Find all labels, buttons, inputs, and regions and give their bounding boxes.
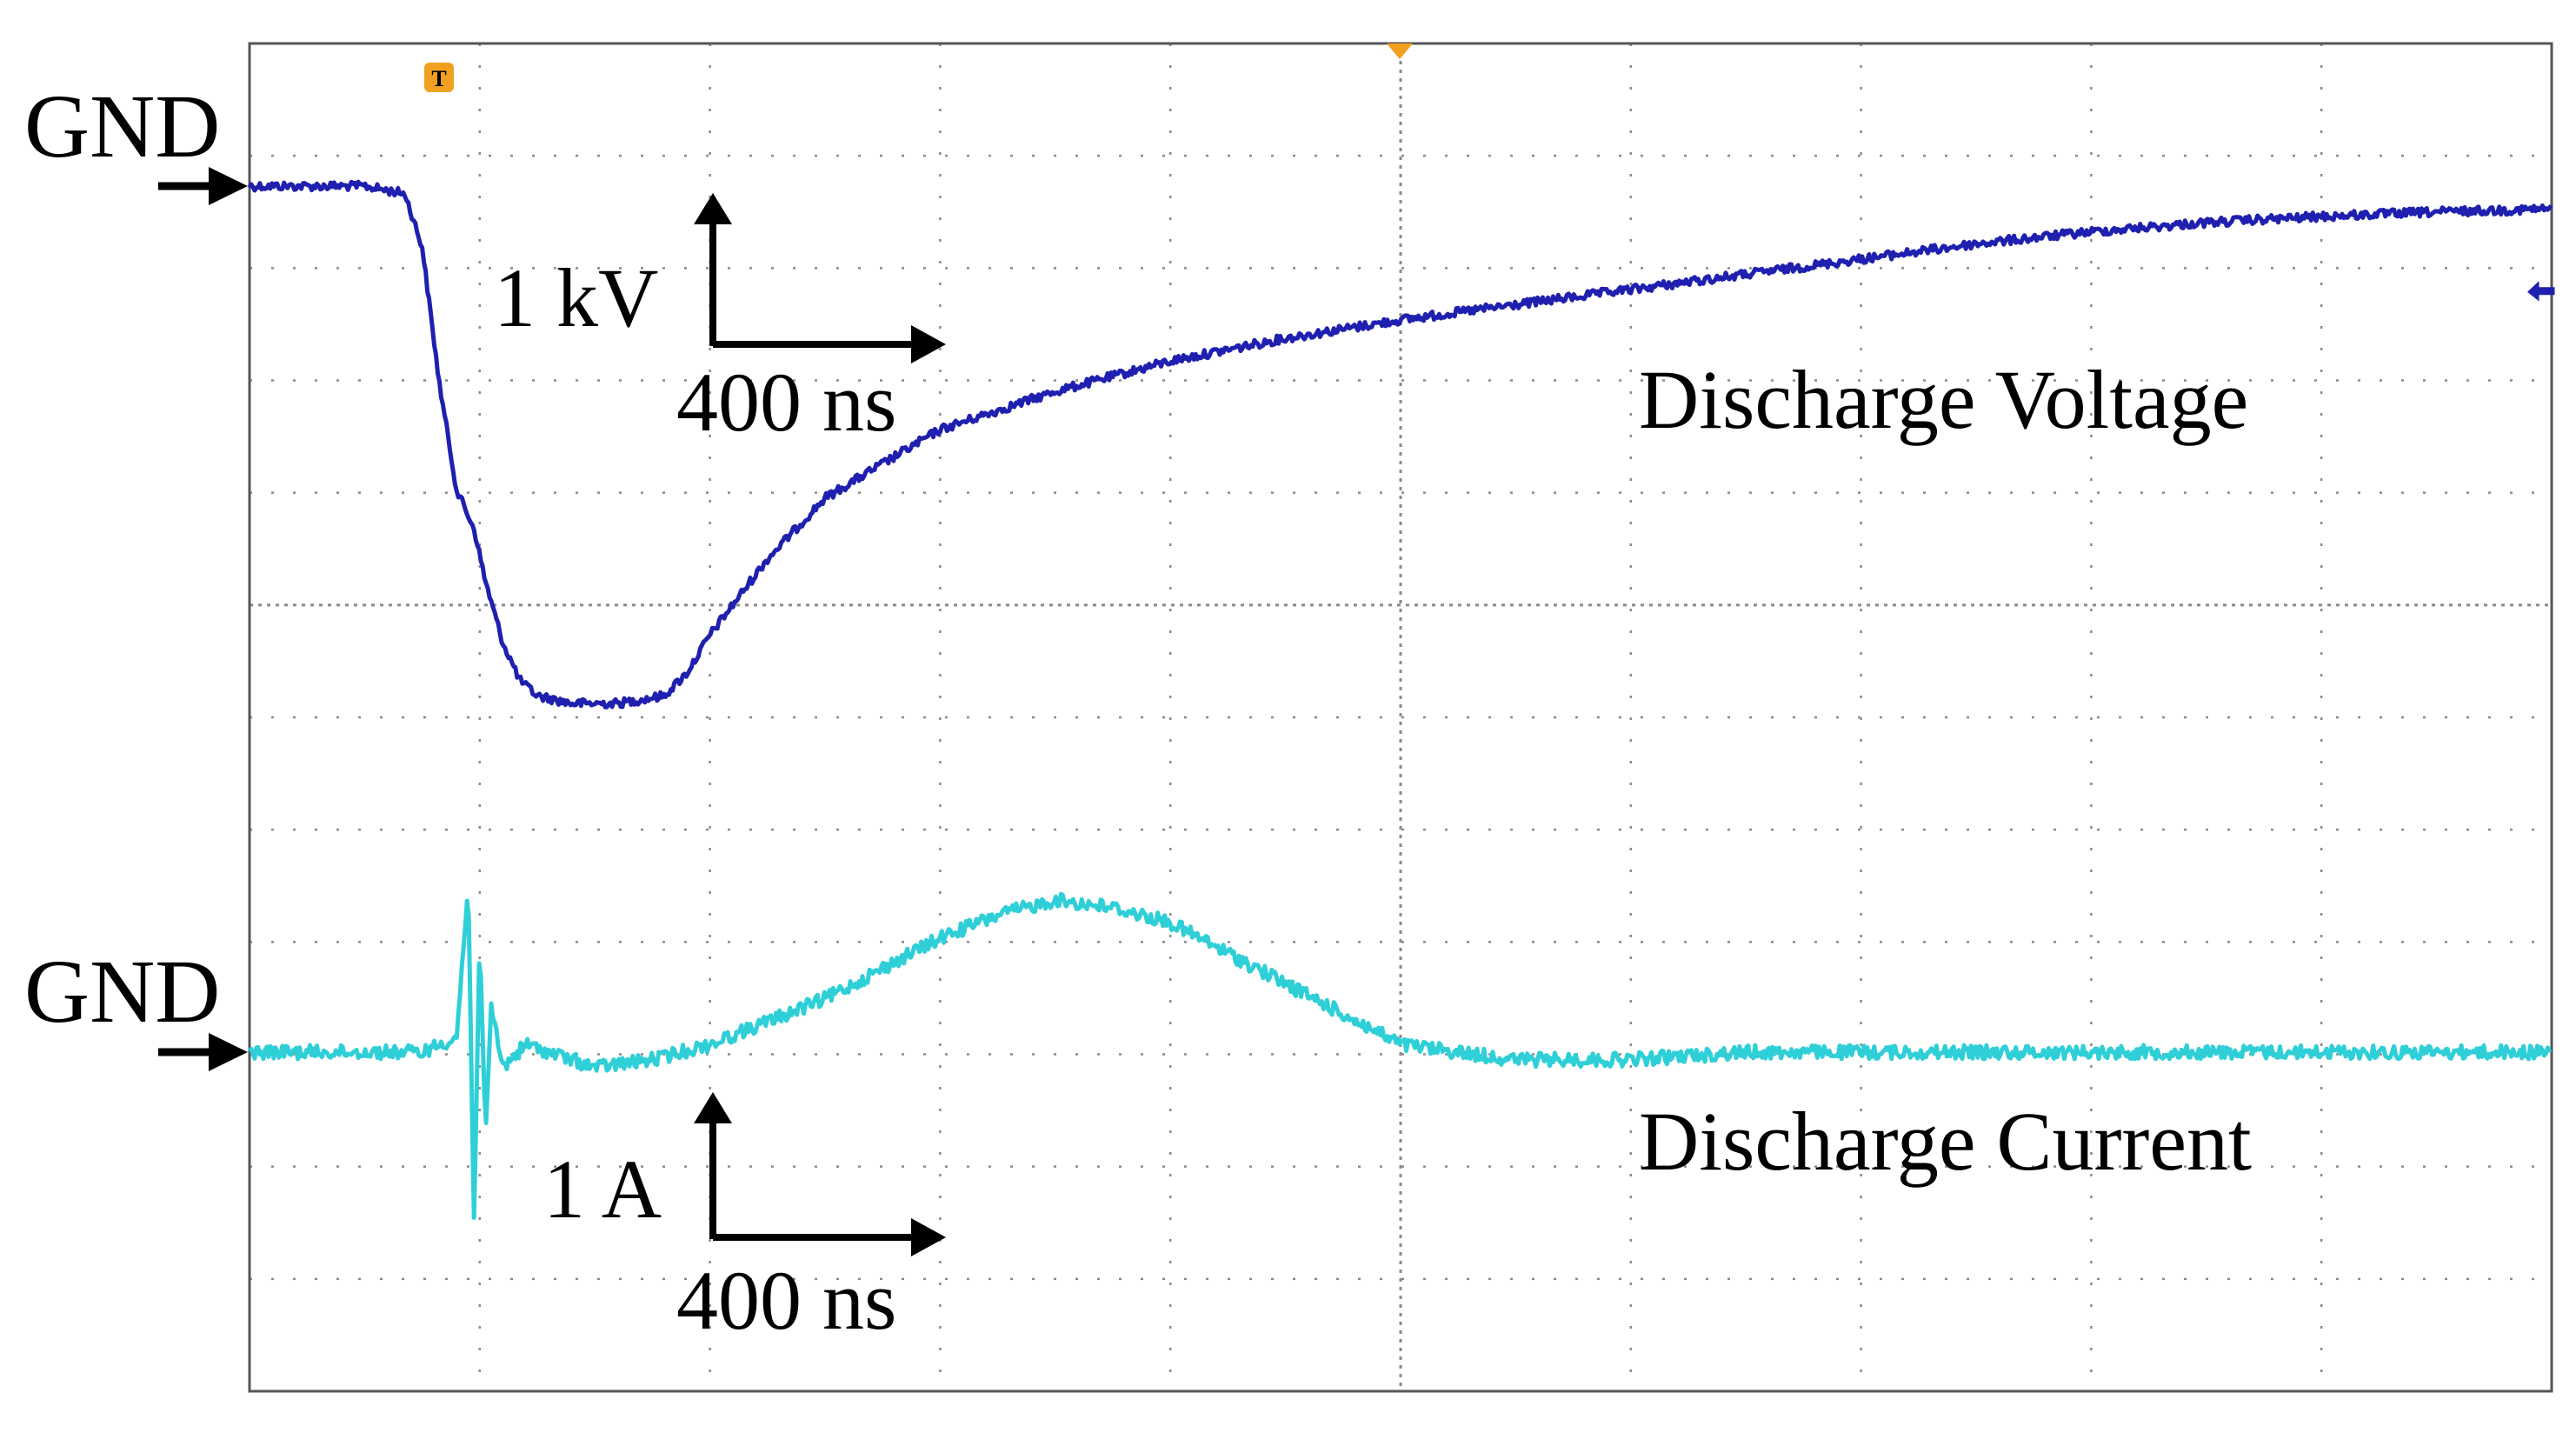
trigger-position-icon [1387, 43, 1413, 59]
voltage-scale-bar [694, 193, 946, 363]
current-scale-t: 400 ns [676, 1254, 896, 1347]
current-trace [248, 891, 2552, 1220]
scope-grid [250, 43, 2552, 1391]
voltage-scale-t: 400 ns [676, 356, 896, 449]
current-scale-v: 1 A [543, 1143, 662, 1236]
voltage-level-icon [2527, 281, 2555, 302]
current-scale-bar [694, 1092, 946, 1256]
current-title: Discharge Current [1639, 1095, 2252, 1188]
gnd-label-current: GND [24, 942, 220, 1042]
voltage-trace [247, 179, 2553, 710]
voltage-scale-v: 1 kV [494, 251, 658, 344]
trigger-label: T [431, 66, 446, 91]
gnd-arrow-icon [158, 1033, 248, 1071]
trigger-marker: T [424, 63, 454, 92]
gnd-arrow-icon [158, 167, 248, 205]
voltage-title: Discharge Voltage [1639, 353, 2248, 446]
gnd-label-voltage: GND [24, 77, 220, 177]
